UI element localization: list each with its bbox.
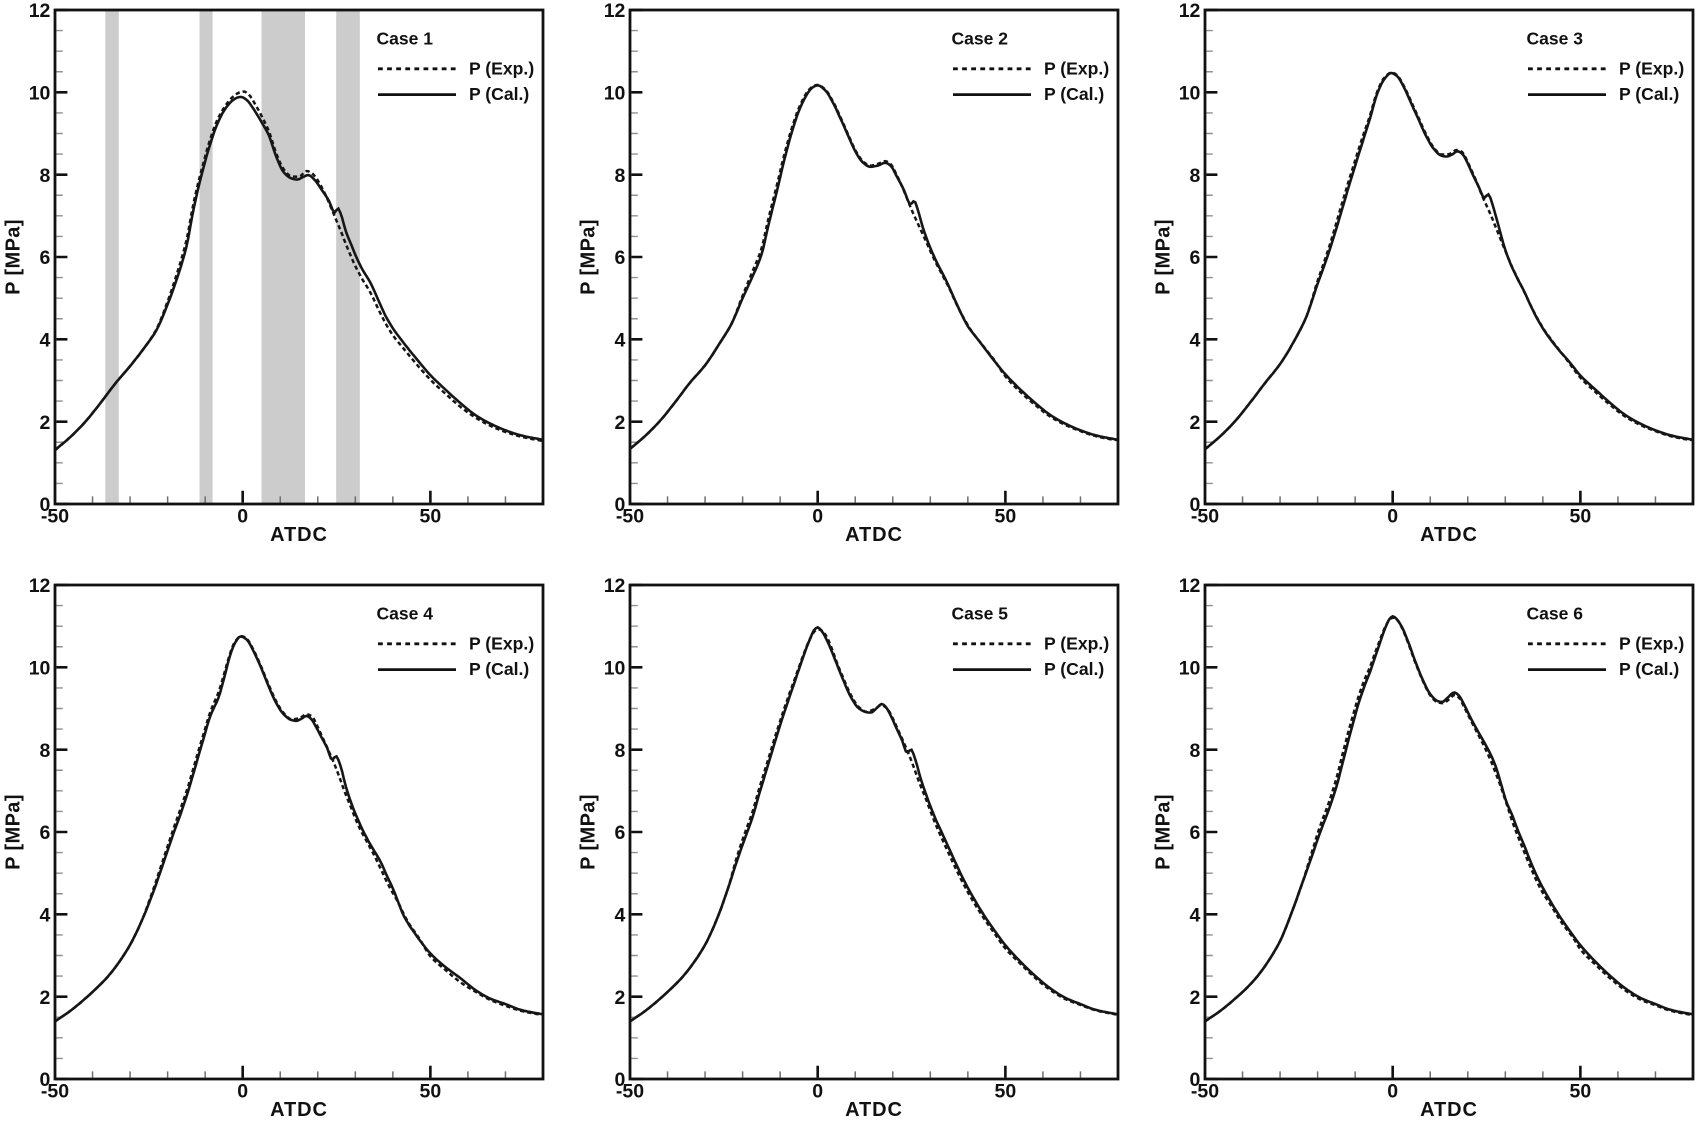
svg-text:0: 0 (812, 506, 823, 528)
svg-text:ATDC: ATDC (270, 1099, 328, 1121)
svg-text:P (Cal.): P (Cal.) (1044, 659, 1104, 679)
svg-text:P (Cal.): P (Cal.) (1619, 659, 1679, 679)
svg-text:6: 6 (615, 247, 626, 269)
svg-text:50: 50 (995, 1081, 1017, 1103)
svg-text:4: 4 (40, 904, 51, 926)
svg-text:0: 0 (1190, 494, 1201, 516)
svg-text:10: 10 (604, 657, 626, 679)
svg-text:50: 50 (1570, 1081, 1592, 1103)
svg-text:6: 6 (40, 822, 51, 844)
svg-text:6: 6 (1190, 247, 1201, 269)
svg-text:-50: -50 (1191, 1081, 1219, 1103)
svg-text:-50: -50 (41, 1081, 69, 1103)
svg-text:50: 50 (1570, 506, 1592, 528)
svg-text:P [MPa]: P [MPa] (578, 794, 600, 870)
svg-text:0: 0 (1387, 506, 1398, 528)
svg-text:12: 12 (604, 0, 626, 22)
svg-text:12: 12 (29, 575, 51, 597)
svg-text:ATDC: ATDC (270, 524, 328, 546)
svg-text:P (Cal.): P (Cal.) (1619, 84, 1679, 104)
svg-text:4: 4 (615, 329, 626, 351)
svg-text:50: 50 (420, 1081, 442, 1103)
svg-text:P (Cal.): P (Cal.) (1044, 84, 1104, 104)
svg-text:8: 8 (615, 165, 626, 187)
svg-text:ATDC: ATDC (845, 1099, 903, 1121)
svg-text:8: 8 (615, 740, 626, 762)
svg-text:2: 2 (615, 412, 626, 434)
svg-text:8: 8 (1190, 740, 1201, 762)
svg-text:0: 0 (237, 506, 248, 528)
svg-text:-50: -50 (41, 506, 69, 528)
svg-text:Case 3: Case 3 (1527, 29, 1584, 49)
svg-text:P (Cal.): P (Cal.) (469, 659, 529, 679)
svg-text:4: 4 (40, 329, 51, 351)
svg-text:-50: -50 (616, 1081, 644, 1103)
svg-text:P [MPa]: P [MPa] (3, 219, 25, 295)
svg-text:0: 0 (237, 1081, 248, 1103)
svg-text:P [MPa]: P [MPa] (1153, 794, 1175, 870)
svg-text:10: 10 (29, 657, 51, 679)
svg-text:Case 6: Case 6 (1527, 604, 1584, 624)
svg-text:0: 0 (812, 1081, 823, 1103)
svg-text:10: 10 (1179, 657, 1201, 679)
svg-text:Case 2: Case 2 (952, 29, 1009, 49)
svg-text:P (Cal.): P (Cal.) (469, 84, 529, 104)
svg-text:2: 2 (40, 412, 51, 434)
svg-text:0: 0 (1190, 1069, 1201, 1091)
svg-text:0: 0 (615, 494, 626, 516)
svg-text:P (Exp.): P (Exp.) (1619, 633, 1684, 653)
svg-text:-50: -50 (1191, 506, 1219, 528)
svg-text:12: 12 (29, 0, 51, 22)
svg-text:ATDC: ATDC (1420, 524, 1478, 546)
svg-text:0: 0 (615, 1069, 626, 1091)
svg-text:10: 10 (1179, 82, 1201, 104)
svg-text:8: 8 (40, 740, 51, 762)
svg-text:6: 6 (1190, 822, 1201, 844)
svg-text:12: 12 (1179, 575, 1201, 597)
svg-text:12: 12 (1179, 0, 1201, 22)
svg-text:0: 0 (40, 1069, 51, 1091)
svg-text:4: 4 (1190, 904, 1201, 926)
svg-text:2: 2 (1190, 987, 1201, 1009)
svg-text:2: 2 (40, 987, 51, 1009)
svg-text:4: 4 (1190, 329, 1201, 351)
svg-text:6: 6 (40, 247, 51, 269)
svg-text:P (Exp.): P (Exp.) (469, 633, 534, 653)
svg-text:P (Exp.): P (Exp.) (1044, 633, 1109, 653)
svg-text:8: 8 (40, 165, 51, 187)
svg-text:10: 10 (604, 82, 626, 104)
svg-text:Case 1: Case 1 (377, 29, 434, 49)
svg-text:50: 50 (995, 506, 1017, 528)
svg-text:Case 4: Case 4 (377, 604, 434, 624)
svg-text:Case 5: Case 5 (952, 604, 1009, 624)
svg-text:10: 10 (29, 82, 51, 104)
svg-text:P (Exp.): P (Exp.) (1044, 58, 1109, 78)
svg-text:P (Exp.): P (Exp.) (1619, 58, 1684, 78)
svg-text:6: 6 (615, 822, 626, 844)
svg-text:P [MPa]: P [MPa] (3, 794, 25, 870)
svg-text:P [MPa]: P [MPa] (1153, 219, 1175, 295)
svg-text:8: 8 (1190, 165, 1201, 187)
svg-text:P [MPa]: P [MPa] (578, 219, 600, 295)
svg-text:2: 2 (1190, 412, 1201, 434)
svg-text:ATDC: ATDC (845, 524, 903, 546)
svg-text:ATDC: ATDC (1420, 1099, 1478, 1121)
svg-text:-50: -50 (616, 506, 644, 528)
svg-text:0: 0 (40, 494, 51, 516)
svg-text:P (Exp.): P (Exp.) (469, 58, 534, 78)
svg-text:2: 2 (615, 987, 626, 1009)
svg-text:0: 0 (1387, 1081, 1398, 1103)
svg-text:12: 12 (604, 575, 626, 597)
svg-text:4: 4 (615, 904, 626, 926)
svg-text:50: 50 (420, 506, 442, 528)
